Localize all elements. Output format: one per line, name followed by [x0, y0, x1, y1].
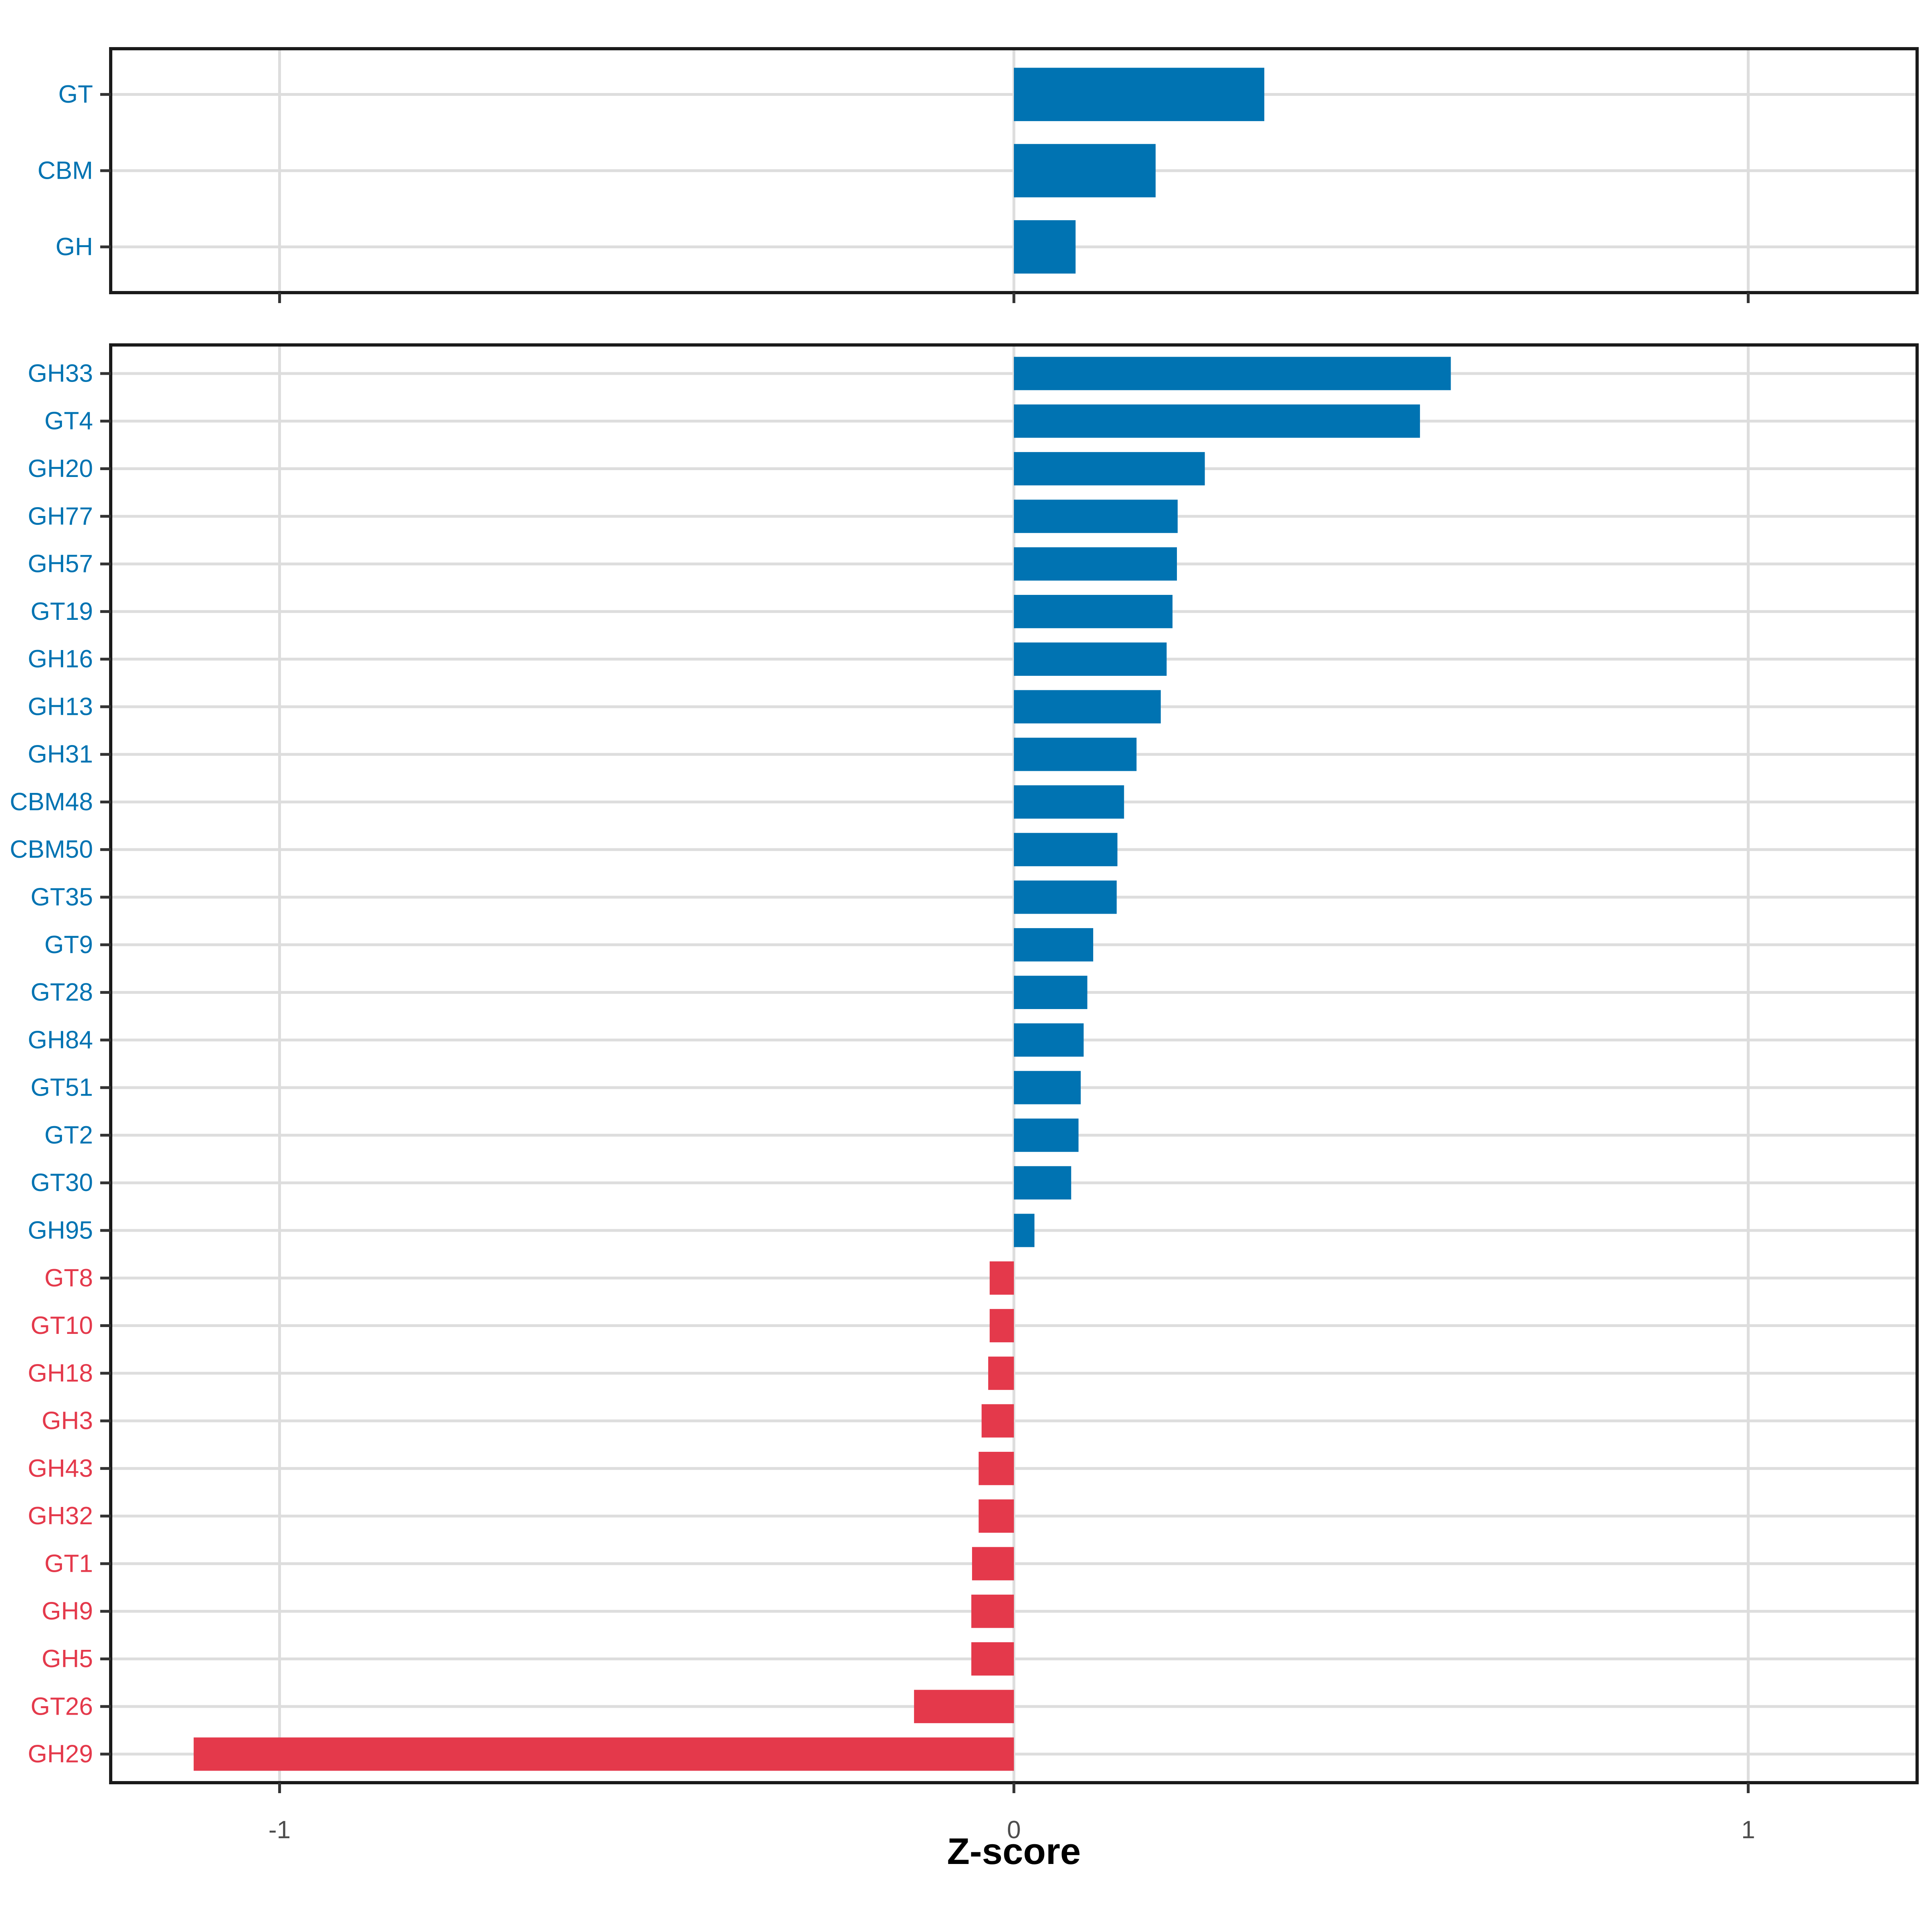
y-label-gt28: GT28 — [31, 978, 93, 1006]
y-label-gh84: GH84 — [28, 1026, 93, 1054]
y-label-gh57: GH57 — [28, 550, 93, 578]
bar-gh9 — [971, 1594, 1014, 1628]
bar-gh — [1014, 220, 1076, 274]
y-label-cbm: CBM — [37, 157, 93, 185]
y-label-gt4: GT4 — [44, 407, 93, 435]
bar-gt — [1014, 68, 1265, 121]
bar-gh3 — [981, 1404, 1014, 1438]
bar-gh84 — [1014, 1023, 1084, 1057]
y-label-gt1: GT1 — [44, 1550, 93, 1577]
bar-gh31 — [1014, 737, 1137, 771]
bar-gh43 — [978, 1451, 1014, 1485]
bar-gh95 — [1014, 1214, 1035, 1247]
y-label-gt35: GT35 — [31, 883, 93, 911]
y-label-gh95: GH95 — [28, 1216, 93, 1244]
x-tick-label--1: -1 — [268, 1816, 291, 1844]
y-label-gh20: GH20 — [28, 455, 93, 483]
bar-cbm48 — [1014, 785, 1124, 819]
y-label-gh18: GH18 — [28, 1359, 93, 1387]
y-label-gt51: GT51 — [31, 1074, 93, 1102]
y-label-gh33: GH33 — [28, 359, 93, 387]
bar-gh13 — [1014, 690, 1161, 724]
y-label-gt: GT — [58, 80, 93, 108]
bar-gt26 — [914, 1690, 1014, 1724]
y-label-gt2: GT2 — [44, 1121, 93, 1149]
y-label-gt8: GT8 — [44, 1264, 93, 1292]
bar-gh57 — [1014, 547, 1177, 581]
y-label-gh5: GH5 — [42, 1645, 93, 1673]
bar-gh29 — [194, 1737, 1014, 1771]
y-label-gh31: GH31 — [28, 741, 93, 768]
y-label-gh29: GH29 — [28, 1740, 93, 1768]
x-tick-label-1: 1 — [1741, 1816, 1755, 1844]
x-axis-title: Z-score — [947, 1831, 1081, 1872]
y-label-cbm50: CBM50 — [10, 836, 93, 863]
bar-cbm — [1014, 144, 1156, 198]
y-label-gh77: GH77 — [28, 502, 93, 530]
bar-gt10 — [989, 1309, 1014, 1342]
y-label-cbm48: CBM48 — [10, 788, 93, 816]
y-label-gh13: GH13 — [28, 693, 93, 720]
y-label-gt30: GT30 — [31, 1169, 93, 1197]
x-tick-label-0: 0 — [1007, 1816, 1021, 1844]
bar-cbm50 — [1014, 833, 1118, 867]
bar-gh32 — [978, 1499, 1014, 1533]
bar-gt2 — [1014, 1119, 1079, 1152]
y-label-gh43: GH43 — [28, 1455, 93, 1482]
bar-gt8 — [989, 1261, 1014, 1295]
bar-gt30 — [1014, 1166, 1071, 1200]
y-label-gh3: GH3 — [42, 1407, 93, 1435]
bar-gt4 — [1014, 404, 1420, 438]
y-label-gh: GH — [56, 233, 93, 261]
y-label-gh16: GH16 — [28, 645, 93, 673]
y-label-gt10: GT10 — [31, 1312, 93, 1340]
y-label-gt9: GT9 — [44, 931, 93, 959]
y-label-gt19: GT19 — [31, 598, 93, 625]
bar-gh18 — [988, 1356, 1014, 1390]
bar-gt28 — [1014, 976, 1088, 1009]
bar-gh5 — [971, 1642, 1014, 1676]
bar-gh20 — [1014, 452, 1205, 485]
bar-gt51 — [1014, 1071, 1081, 1104]
y-label-gt26: GT26 — [31, 1693, 93, 1720]
bar-gt35 — [1014, 880, 1117, 914]
bar-gh33 — [1014, 357, 1451, 390]
y-label-gh32: GH32 — [28, 1502, 93, 1530]
y-label-gh9: GH9 — [42, 1598, 93, 1625]
bar-gt9 — [1014, 928, 1094, 962]
bar-gh16 — [1014, 642, 1167, 676]
bar-gt1 — [972, 1547, 1014, 1581]
bar-gh77 — [1014, 500, 1178, 533]
bar-gt19 — [1014, 594, 1173, 628]
